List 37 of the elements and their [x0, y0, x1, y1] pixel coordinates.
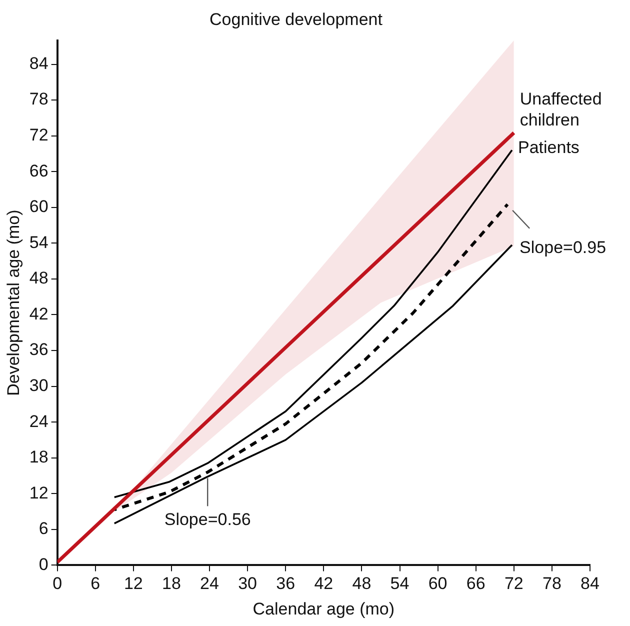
- y-tick-label: 84: [29, 54, 48, 73]
- series-label: Patients: [518, 138, 580, 157]
- y-tick-label: 54: [29, 232, 48, 252]
- x-tick-label: 66: [466, 574, 486, 594]
- y-tick-label: 78: [29, 90, 48, 109]
- y-tick-label: 24: [29, 412, 48, 431]
- x-tick-label: 6: [90, 574, 100, 594]
- x-tick-label: 18: [162, 574, 181, 594]
- x-tick-label: 84: [580, 574, 600, 594]
- y-tick-label: 48: [29, 268, 48, 288]
- x-tick-label: 12: [124, 574, 143, 594]
- y-tick-label: 6: [38, 519, 48, 538]
- y-tick-label: 18: [29, 448, 48, 467]
- y-tick-label: 30: [29, 376, 48, 395]
- x-tick-label: 72: [504, 574, 524, 594]
- y-tick-label: 36: [29, 340, 48, 360]
- x-tick-label: 36: [276, 574, 296, 594]
- y-tick-label: 12: [29, 483, 48, 502]
- chart-title: Cognitive development: [210, 10, 383, 29]
- y-tick-label: 72: [29, 126, 48, 145]
- y-axis-title: Developmental age (mo): [4, 210, 23, 396]
- series-label: Unaffected children: [520, 90, 602, 130]
- x-tick-label: 30: [238, 574, 258, 594]
- y-tick-label: 66: [29, 161, 48, 180]
- annotation: Slope=0.95: [520, 238, 606, 258]
- x-tick-label: 24: [200, 574, 219, 594]
- x-tick-label: 0: [52, 574, 62, 594]
- annotation: Slope=0.56: [164, 510, 251, 529]
- x-tick-label: 54: [390, 574, 410, 594]
- y-tick-label: 60: [29, 197, 48, 216]
- x-tick-label: 48: [352, 574, 372, 594]
- y-tick-label: 42: [29, 304, 48, 324]
- x-axis-title: Calendar age (mo): [252, 599, 395, 618]
- y-tick-label: 0: [38, 554, 48, 574]
- x-tick-label: 42: [314, 574, 334, 594]
- x-tick-label: 60: [428, 574, 448, 594]
- x-tick-label: 78: [542, 574, 562, 594]
